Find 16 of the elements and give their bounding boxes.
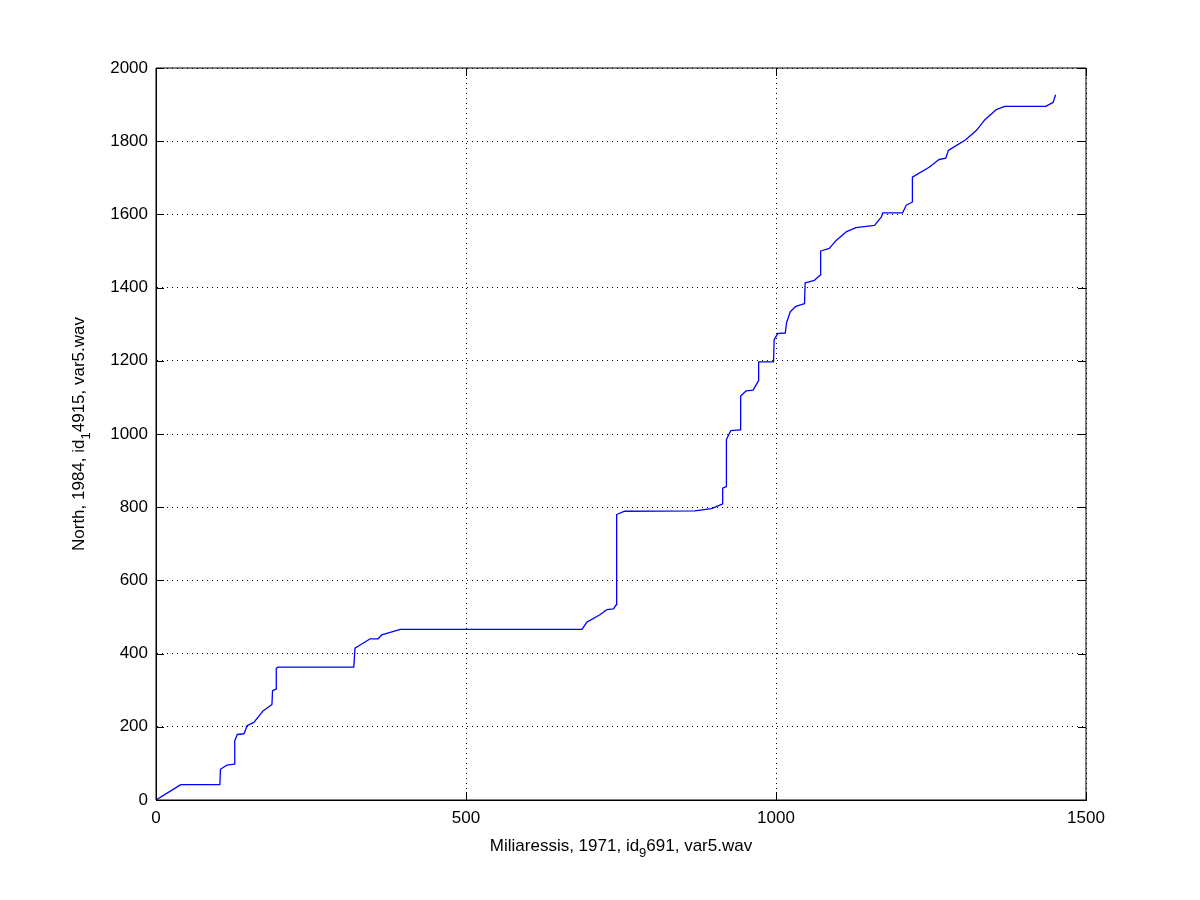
y-axis-title: North, 1984, id14915, var5.wav	[69, 316, 93, 552]
y-tick-label: 1600	[110, 204, 148, 224]
y-tick-label: 1800	[110, 130, 148, 150]
y-tick-label: 800	[119, 496, 148, 516]
y-tick-label: 600	[119, 570, 148, 590]
x-tick-label: 0	[151, 807, 161, 827]
y-tick-label: 2000	[110, 57, 148, 77]
y-tick-label: 1000	[110, 423, 148, 443]
x-tick-label: 500	[451, 807, 481, 827]
y-tick-label: 1400	[110, 277, 148, 297]
y-tick-label: 200	[119, 716, 148, 736]
y-tick-label: 1200	[110, 350, 148, 370]
y-tick-label: 0	[138, 789, 148, 809]
x-tick-label: 1500	[1067, 807, 1105, 827]
x-tick-label: 1000	[757, 807, 795, 827]
y-tick-label: 400	[119, 643, 148, 663]
